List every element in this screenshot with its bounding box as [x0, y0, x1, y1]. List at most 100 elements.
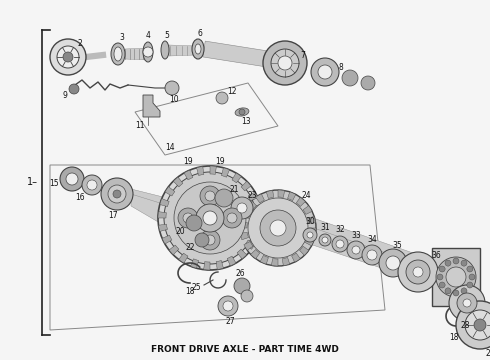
Circle shape	[205, 191, 215, 201]
Circle shape	[222, 208, 242, 228]
Circle shape	[60, 167, 84, 191]
Polygon shape	[203, 41, 281, 69]
Text: 26: 26	[235, 270, 245, 279]
Text: 22: 22	[185, 243, 195, 252]
Polygon shape	[262, 210, 432, 285]
Wedge shape	[252, 204, 262, 212]
Text: 11: 11	[135, 121, 145, 130]
Text: 27: 27	[225, 316, 235, 325]
Circle shape	[445, 288, 451, 294]
Circle shape	[307, 232, 313, 238]
Polygon shape	[131, 189, 175, 214]
Wedge shape	[165, 187, 175, 196]
Circle shape	[248, 198, 308, 258]
Circle shape	[413, 267, 423, 277]
Wedge shape	[271, 258, 278, 266]
Wedge shape	[282, 257, 290, 266]
Wedge shape	[204, 262, 210, 270]
Polygon shape	[143, 95, 160, 117]
Text: 35: 35	[392, 240, 402, 249]
Wedge shape	[210, 166, 217, 174]
Text: 5: 5	[165, 31, 170, 40]
Wedge shape	[303, 206, 312, 215]
Circle shape	[445, 260, 451, 266]
Text: 2: 2	[77, 39, 82, 48]
Text: 20: 20	[175, 226, 185, 235]
Wedge shape	[245, 240, 255, 249]
Wedge shape	[296, 197, 305, 207]
Text: 28: 28	[460, 321, 470, 330]
Text: 13: 13	[241, 117, 251, 126]
Circle shape	[87, 180, 97, 190]
Wedge shape	[158, 224, 168, 231]
Circle shape	[362, 245, 382, 265]
Circle shape	[406, 260, 430, 284]
Text: 19: 19	[215, 158, 225, 166]
Wedge shape	[241, 181, 251, 191]
Ellipse shape	[161, 41, 169, 59]
Wedge shape	[247, 201, 256, 210]
Polygon shape	[169, 45, 195, 56]
Text: 21: 21	[229, 185, 239, 194]
Text: 14: 14	[165, 144, 175, 153]
Ellipse shape	[235, 108, 249, 116]
Circle shape	[463, 299, 471, 307]
Circle shape	[196, 204, 224, 232]
Circle shape	[322, 237, 328, 243]
Circle shape	[398, 252, 438, 292]
Circle shape	[439, 282, 445, 288]
Circle shape	[174, 182, 246, 254]
Circle shape	[319, 234, 331, 246]
Circle shape	[113, 190, 121, 198]
Ellipse shape	[143, 42, 153, 62]
Circle shape	[63, 52, 73, 62]
Circle shape	[467, 266, 473, 272]
Circle shape	[200, 230, 220, 250]
Wedge shape	[242, 210, 250, 219]
Circle shape	[218, 296, 238, 316]
Circle shape	[186, 215, 202, 231]
Wedge shape	[241, 232, 248, 240]
Circle shape	[457, 293, 477, 313]
Circle shape	[66, 173, 78, 185]
Circle shape	[453, 258, 459, 264]
Circle shape	[108, 185, 126, 203]
Circle shape	[215, 189, 233, 207]
Text: 7: 7	[300, 50, 305, 59]
Circle shape	[270, 220, 286, 236]
Circle shape	[467, 282, 473, 288]
Wedge shape	[260, 255, 269, 264]
Wedge shape	[184, 170, 193, 180]
Wedge shape	[305, 238, 314, 246]
Wedge shape	[308, 216, 316, 224]
Text: 29: 29	[485, 348, 490, 357]
Wedge shape	[244, 242, 253, 250]
Bar	[432, 248, 480, 306]
Wedge shape	[240, 221, 247, 228]
Ellipse shape	[195, 44, 201, 54]
Wedge shape	[248, 192, 258, 201]
Text: 25: 25	[191, 284, 201, 292]
Circle shape	[143, 47, 153, 57]
Circle shape	[465, 310, 490, 340]
Text: 15: 15	[49, 179, 59, 188]
Circle shape	[469, 274, 475, 280]
Circle shape	[200, 186, 220, 206]
Text: 32: 32	[335, 225, 345, 234]
Wedge shape	[251, 249, 260, 259]
Circle shape	[237, 203, 247, 213]
Circle shape	[352, 246, 360, 254]
Circle shape	[82, 175, 102, 195]
Text: 36: 36	[431, 252, 441, 261]
Circle shape	[439, 266, 445, 272]
Polygon shape	[131, 194, 160, 223]
Wedge shape	[169, 245, 179, 255]
Circle shape	[178, 208, 198, 228]
Text: 8: 8	[339, 63, 343, 72]
Circle shape	[271, 49, 299, 77]
Circle shape	[183, 213, 193, 223]
Text: 31: 31	[320, 224, 330, 233]
Wedge shape	[162, 235, 172, 244]
Circle shape	[449, 285, 485, 321]
Circle shape	[57, 46, 79, 68]
